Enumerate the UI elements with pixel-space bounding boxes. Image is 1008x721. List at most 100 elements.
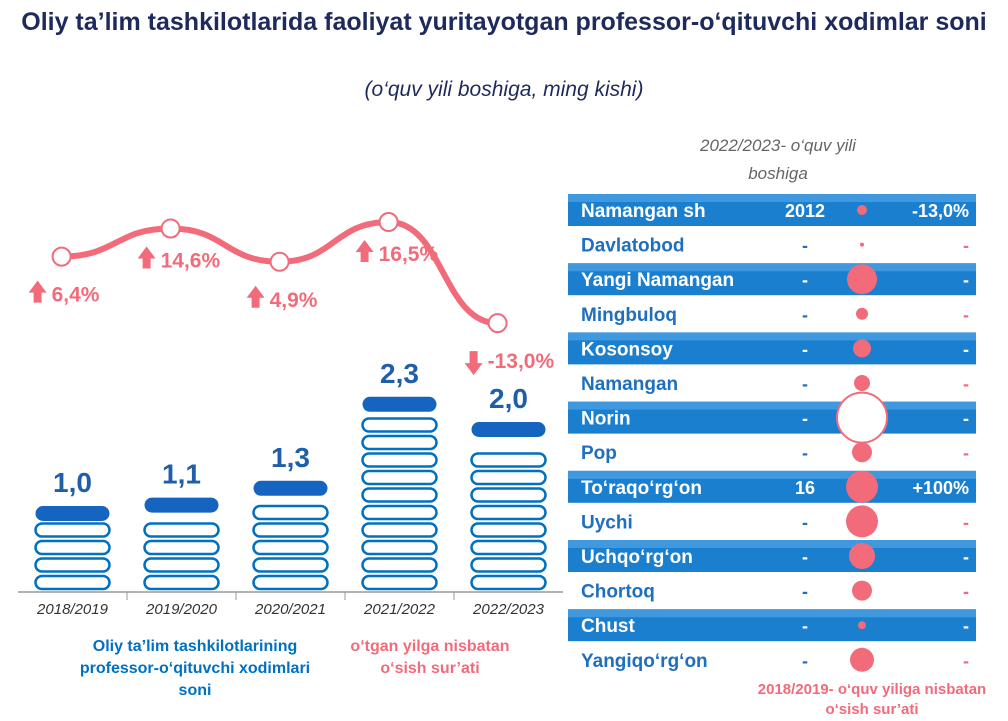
row-shine [568,263,976,272]
bubble [849,543,875,569]
bar-ring [361,557,438,573]
x-tick-label: 2022/2023 [472,601,545,618]
value-label: 1,0 [53,467,92,498]
bubble [854,375,870,391]
row-growth: - [963,339,969,359]
growth-label: 16,5% [379,243,439,266]
row-value: - [802,547,808,567]
row-growth: - [963,616,969,636]
bar-ring [143,522,220,538]
bar-ring [34,522,111,538]
bubble [860,242,864,247]
bar-ring [470,504,547,521]
table-title: 2022/2023- o‘quv yili boshiga [700,136,856,183]
row-name: Chust [581,616,636,637]
bar-ring [470,469,547,486]
growth-label: 14,6% [161,250,221,273]
bubble [853,339,871,358]
row-growth: - [963,236,969,256]
row-growth: - [963,409,969,429]
row-shine [568,609,976,618]
row-value: - [802,409,808,429]
row-growth: - [963,374,969,394]
bar-ring [470,539,547,556]
line-point [51,246,72,267]
bar-ring [143,557,220,573]
row-name: Namangan sh [581,201,706,222]
bar-ring [252,522,329,538]
x-tick-label: 2020/2021 [254,601,326,618]
value-label: 2,0 [489,383,528,414]
x-tick-label: 2018/2019 [36,601,109,618]
bar-ring [252,557,329,573]
bar-ring [34,574,111,591]
row-name: Uychi [581,512,633,533]
value-label: 1,3 [271,442,310,473]
bar-ring [470,574,547,591]
bubble [858,621,866,630]
bar-ring [470,452,547,468]
arrow [28,280,47,303]
row-value: - [802,305,808,325]
subtitle: (o‘quv yili boshiga, ming kishi) [364,78,644,101]
row-name: Pop [581,443,617,464]
bar-cap [35,506,110,521]
row-name: To‘raqo‘rg‘on [581,478,702,499]
row-shine [568,470,976,479]
x-tick-label: 2021/2022 [363,601,436,618]
bar-ring [361,452,438,468]
bar-ring [252,539,329,556]
bar-cap [362,396,437,412]
row-value: - [802,616,808,636]
bar-ring [143,574,220,591]
row-name: Davlatobod [581,236,684,257]
bar-ring [361,469,438,486]
bar-ring [143,539,220,556]
value-label: 1,1 [162,459,201,490]
bar-cap [253,480,328,496]
row-value: 16 [795,478,815,498]
row-growth: +100% [912,478,969,498]
bar [470,422,547,591]
table-footer: 2018/2019- o‘quv yiliga nisbatan o‘sish … [757,681,987,718]
value-label: 2,3 [380,358,419,389]
bar-ring [361,522,438,538]
bubble [852,580,872,601]
bar-ring [361,574,438,591]
growth-line [61,218,498,327]
bar-ring [252,504,329,521]
bubble [846,505,878,538]
line-point [378,212,399,232]
row-name: Yangi Namangan [581,270,734,291]
line-point [487,313,508,334]
arrow [137,246,156,269]
bubble [852,442,872,463]
row-shine [568,332,976,341]
row-growth: - [963,547,969,567]
row-shine [568,194,976,202]
growth-label: 6,4% [52,284,100,307]
bar-cap [471,422,546,437]
line-point [269,251,290,272]
title: Oliy ta’lim tashkilotlarida faoliyat yur… [21,8,987,36]
row-value: - [802,339,808,359]
row-name: Chortoq [581,582,655,603]
row-growth: - [963,512,969,532]
growth-label: -13,0% [488,350,555,373]
bar-ring [361,434,438,451]
row-value: - [802,512,808,532]
bar-ring [252,574,329,591]
line-point [160,218,181,239]
bar-cap [144,497,219,513]
row-name: Mingbuloq [581,305,677,326]
row-growth: - [963,270,969,290]
bubble [850,647,874,672]
bubble [857,205,867,215]
row-growth: - [963,582,969,602]
x-tick-label: 2019/2020 [145,601,218,618]
row-value: - [802,374,808,394]
row-name: Uchqo‘rg‘on [581,547,693,568]
bar-ring [470,557,547,573]
bubble [836,391,888,444]
